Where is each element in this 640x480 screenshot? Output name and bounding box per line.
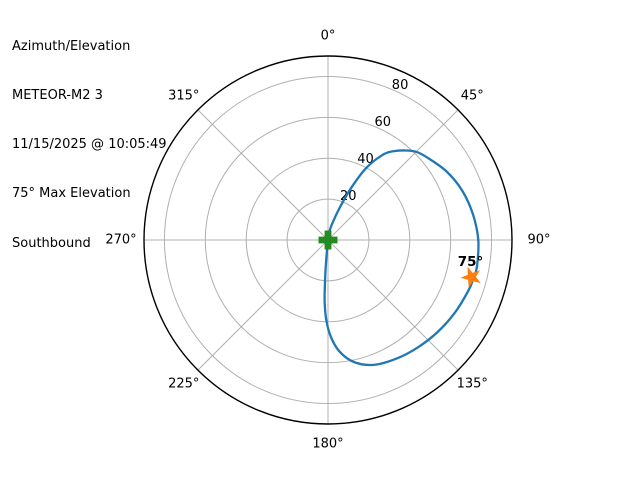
azimuth-spoke: [327, 239, 459, 371]
observer-marker: [318, 230, 338, 250]
azimuth-label: 45°: [461, 88, 484, 103]
azimuth-label: 0°: [321, 29, 336, 44]
satellite-max-el-marker: [460, 266, 481, 288]
azimuth-spoke: [197, 109, 329, 241]
chart-outline: [143, 55, 513, 425]
azimuth-label: 315°: [168, 88, 199, 103]
chart-title: Azimuth/Elevation: [12, 38, 131, 54]
pass-info-block: Azimuth/Elevation METEOR-M2 3 11/15/2025…: [12, 6, 167, 285]
pass-datetime: 11/15/2025 @ 10:05:49: [12, 137, 167, 153]
max-elevation-annotation: 75°: [458, 254, 484, 270]
elevation-tick-label: 80: [392, 78, 409, 93]
elevation-tick-label: 60: [375, 115, 392, 130]
pass-direction: Southbound: [12, 235, 91, 251]
azimuth-label: 180°: [312, 437, 343, 452]
satellite-name: METEOR-M2 3: [12, 88, 103, 104]
azimuth-label: 225°: [168, 377, 199, 392]
azimuth-label: 90°: [527, 233, 550, 248]
azimuth-spoke: [327, 109, 459, 241]
pass-track: [323, 149, 480, 367]
azimuth-label: 270°: [105, 233, 136, 248]
elevation-tick-label: 40: [357, 152, 374, 167]
azimuth-spoke: [197, 239, 329, 371]
azimuth-label: 135°: [457, 377, 488, 392]
max-elevation-text: 75° Max Elevation: [12, 186, 131, 202]
